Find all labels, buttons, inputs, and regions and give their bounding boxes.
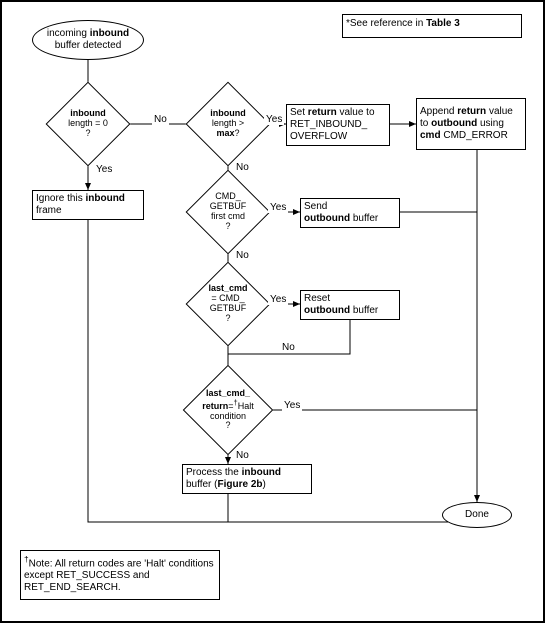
decision-getbuf-first-text: CMD_GETBUFfirst cmd? <box>208 190 249 234</box>
decision-length-max-text: inboundlength >max? <box>208 107 248 141</box>
reference-note: *See reference in Table 3 <box>342 14 522 38</box>
flowchart-canvas: *See reference in Table 3 incoming inbou… <box>0 0 545 623</box>
process-reset-outbound-text: Resetoutbound buffer <box>304 293 378 317</box>
decision-lastcmd-getbuf-text: last_cmd= CMD_GETBUF? <box>206 282 249 326</box>
edge-label-no-2: No <box>234 162 251 173</box>
process-inbound-buffer: Process the inbound buffer (Figure 2b) <box>182 464 312 494</box>
process-set-overflow-text: Set return value to RET_INBOUND_OVERFLOW <box>290 107 386 143</box>
done-terminator: Done <box>442 502 512 528</box>
process-ignore-frame: Ignore this inbound frame <box>32 190 144 220</box>
edge-label-yes-4: Yes <box>268 294 288 305</box>
decision-halt-condition: last_cmd_return=†Haltcondition? <box>196 378 260 442</box>
process-inbound-buffer-text: Process the inbound buffer (Figure 2b) <box>186 467 308 491</box>
decision-getbuf-first: CMD_GETBUFfirst cmd? <box>198 182 258 242</box>
process-send-outbound-text: Sendoutbound buffer <box>304 201 378 225</box>
edge-label-no-1: No <box>152 114 169 125</box>
process-reset-outbound: Resetoutbound buffer <box>300 290 400 320</box>
edge-label-yes-5: Yes <box>282 400 302 411</box>
footnote: †Note: All return codes are 'Halt' condi… <box>20 550 220 600</box>
reference-note-text: *See reference in Table 3 <box>346 18 460 30</box>
edge-label-yes-3: Yes <box>268 202 288 213</box>
process-ignore-frame-text: Ignore this inbound frame <box>36 193 140 217</box>
decision-lastcmd-getbuf: last_cmd= CMD_GETBUF? <box>198 274 258 334</box>
edge-label-no-4: No <box>280 342 297 353</box>
edge-label-no-5: No <box>234 450 251 461</box>
start-terminator: incoming inbound buffer detected <box>32 20 144 60</box>
process-append-error-text: Append return value to outbound using cm… <box>420 106 522 142</box>
decision-length-max: inboundlength >max? <box>198 94 258 154</box>
process-send-outbound: Sendoutbound buffer <box>300 198 400 228</box>
process-set-overflow: Set return value to RET_INBOUND_OVERFLOW <box>286 104 390 146</box>
decision-length-zero-text: inboundlength = 0? <box>66 107 110 141</box>
process-append-error: Append return value to outbound using cm… <box>416 98 526 150</box>
edge-label-yes-2: Yes <box>264 114 284 125</box>
footnote-text: †Note: All return codes are 'Halt' condi… <box>24 554 216 594</box>
edge-label-yes-1: Yes <box>94 164 114 175</box>
start-text: incoming inbound buffer detected <box>36 28 140 52</box>
done-text: Done <box>465 509 489 521</box>
decision-length-zero: inboundlength = 0? <box>58 94 118 154</box>
edge-label-no-3: No <box>234 250 251 261</box>
decision-halt-condition-text: last_cmd_return=†Haltcondition? <box>200 387 255 434</box>
